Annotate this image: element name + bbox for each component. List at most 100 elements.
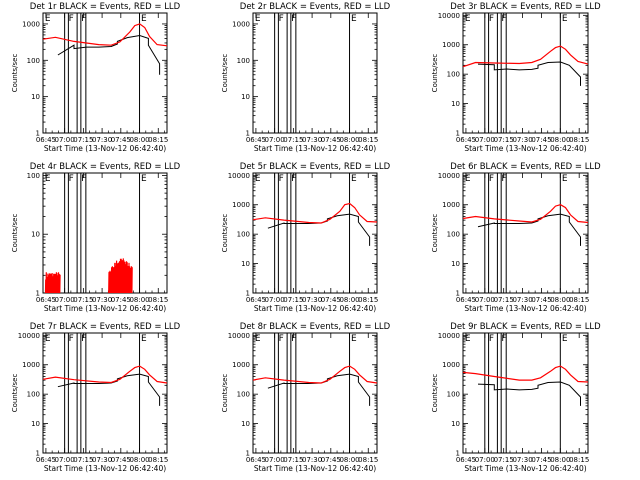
flag-marker: E	[351, 334, 357, 344]
x-tick-label: 08:15	[148, 296, 168, 304]
events-series-line	[477, 61, 581, 86]
flag-marker: E	[141, 174, 147, 184]
x-tick-label: 06:45	[36, 456, 56, 464]
flag-marker: F	[69, 174, 74, 184]
x-tick-label: 08:15	[358, 296, 378, 304]
y-tick-label: 10	[31, 93, 40, 101]
chart-title: Det 2r BLACK = Events, RED = LLD	[240, 2, 391, 12]
y-tick-label: 100	[27, 391, 40, 399]
x-tick-label: 07:30	[302, 296, 322, 304]
lld-series-line	[42, 365, 168, 384]
flag-marker: F	[501, 14, 506, 24]
lld-series-line	[462, 45, 589, 68]
flag-marker: E	[255, 174, 261, 184]
flag-marker: F	[69, 334, 74, 344]
flag-marker: F	[489, 334, 494, 344]
flag-marker: F	[291, 174, 296, 184]
x-tick-label: 07:15	[73, 296, 93, 304]
y-tick-label: 100	[237, 57, 250, 65]
flag-marker: F	[291, 14, 296, 24]
x-tick-label: 07:00	[265, 296, 285, 304]
y-axis-label: Counts/sec	[11, 374, 19, 413]
y-tick-label: 10	[241, 93, 250, 101]
x-tick-label: 07:15	[73, 456, 93, 464]
y-tick-label: 10000	[228, 332, 250, 340]
x-tick-label: 07:30	[512, 456, 532, 464]
events-series-line	[57, 373, 161, 406]
y-axis-label: Counts/sec	[221, 214, 229, 253]
flag-marker: F	[279, 174, 284, 184]
chart-panel-5: Det 5r BLACK = Events, RED = LLD 1 10 100 10…	[221, 162, 391, 313]
y-tick-label: 10	[451, 260, 460, 268]
y-tick-label: 10	[451, 420, 460, 428]
chart-title: Det 5r BLACK = Events, RED = LLD	[240, 162, 391, 172]
x-axis-label: Start Time (13-Nov-12 06:42:40)	[464, 144, 586, 153]
flag-marker: F	[501, 334, 506, 344]
y-tick-label: 10	[451, 100, 460, 108]
lld-series-line	[44, 272, 61, 294]
x-tick-label: 07:45	[111, 136, 131, 144]
y-tick-label: 10	[241, 420, 250, 428]
y-tick-label: 1000	[22, 361, 40, 369]
y-tick-label: 100	[447, 71, 460, 79]
plot-frame	[42, 172, 168, 294]
flag-marker: F	[279, 334, 284, 344]
flag-marker: E	[465, 334, 471, 344]
flag-marker: E	[562, 334, 568, 344]
y-tick-label: 100	[237, 391, 250, 399]
y-axis-label: Counts/sec	[221, 374, 229, 413]
x-tick-label: 07:15	[494, 296, 514, 304]
y-tick-label: 10	[31, 231, 40, 239]
x-tick-label: 07:30	[512, 296, 532, 304]
y-tick-label: 1000	[232, 361, 250, 369]
x-tick-label: 07:15	[283, 456, 303, 464]
x-tick-label: 07:00	[475, 296, 495, 304]
lld-series-line	[252, 202, 378, 224]
x-tick-label: 07:15	[494, 136, 514, 144]
x-tick-label: 07:45	[321, 456, 341, 464]
y-tick-label: 1	[36, 130, 40, 138]
events-series-line	[267, 213, 371, 246]
x-tick-label: 06:45	[246, 456, 266, 464]
y-axis-label: Counts/sec	[11, 54, 19, 93]
flag-marker: E	[45, 14, 51, 24]
x-tick-label: 08:00	[129, 136, 149, 144]
y-tick-label: 1	[456, 130, 460, 138]
flag-marker: E	[562, 174, 568, 184]
y-tick-label: 1	[246, 130, 250, 138]
lld-series-line	[42, 23, 168, 47]
x-tick-label: 07:45	[531, 296, 551, 304]
flag-marker: E	[465, 14, 471, 24]
chart-title: Det 9r BLACK = Events, RED = LLD	[450, 322, 601, 332]
chart-panel-6: Det 6r BLACK = Events, RED = LLD 1 10 100 10…	[431, 162, 601, 313]
plot-frame	[42, 12, 168, 134]
events-series-line	[477, 381, 581, 406]
flag-marker: E	[351, 174, 357, 184]
x-tick-label: 07:30	[302, 136, 322, 144]
x-tick-label: 07:00	[265, 136, 285, 144]
x-axis-label: Start Time (13-Nov-12 06:42:40)	[44, 304, 166, 313]
y-tick-label: 100	[447, 231, 460, 239]
x-tick-label: 08:00	[550, 296, 570, 304]
chart-title: Det 4r BLACK = Events, RED = LLD	[30, 162, 181, 172]
flag-marker: F	[81, 174, 86, 184]
plot-frame	[462, 12, 589, 134]
y-axis-label: Counts/sec	[11, 214, 19, 253]
x-tick-label: 08:15	[148, 456, 168, 464]
x-tick-label: 07:00	[55, 456, 75, 464]
y-tick-label: 1000	[442, 201, 460, 209]
x-tick-label: 08:15	[358, 136, 378, 144]
lld-series-line	[252, 365, 378, 384]
x-tick-label: 07:30	[92, 296, 112, 304]
y-tick-label: 10000	[228, 172, 250, 180]
x-tick-label: 07:45	[531, 136, 551, 144]
flag-marker: E	[255, 14, 261, 24]
y-tick-label: 100	[237, 231, 250, 239]
y-tick-label: 1000	[442, 361, 460, 369]
chart-title: Det 8r BLACK = Events, RED = LLD	[240, 322, 391, 332]
x-tick-label: 07:00	[265, 456, 285, 464]
chart-panel-7: Det 7r BLACK = Events, RED = LLD 1 10 100 10…	[11, 322, 181, 473]
x-axis-label: Start Time (13-Nov-12 06:42:40)	[254, 464, 376, 473]
x-tick-label: 07:45	[321, 296, 341, 304]
